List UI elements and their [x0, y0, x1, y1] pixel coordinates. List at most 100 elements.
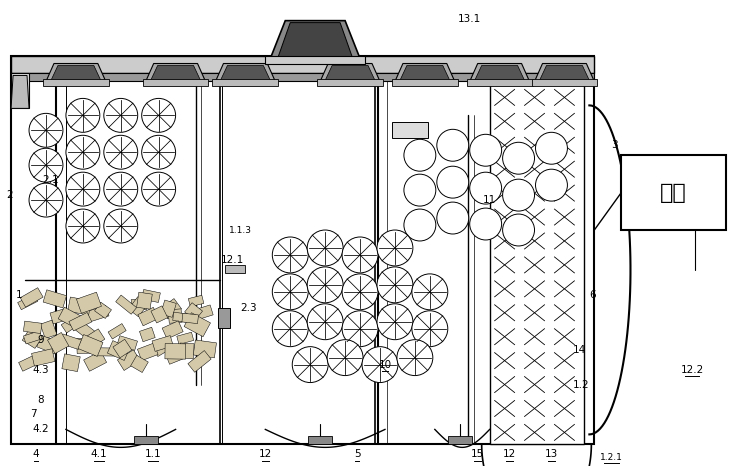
Text: 风机: 风机 [660, 183, 687, 203]
Circle shape [29, 183, 63, 217]
Text: 1: 1 [16, 290, 22, 300]
Text: 13.1: 13.1 [458, 14, 482, 24]
Circle shape [404, 174, 436, 206]
Bar [213, 79, 279, 86]
Text: 4.1: 4.1 [91, 449, 107, 460]
Circle shape [342, 237, 378, 273]
Bar [317, 79, 383, 86]
Polygon shape [94, 302, 112, 318]
Text: 7: 7 [30, 410, 37, 419]
Polygon shape [117, 336, 138, 350]
Polygon shape [60, 334, 82, 349]
Bar [11, 56, 595, 445]
Circle shape [66, 99, 100, 132]
Polygon shape [43, 290, 67, 308]
Polygon shape [11, 76, 29, 108]
Bar [490, 81, 584, 445]
Polygon shape [270, 21, 360, 58]
Circle shape [397, 340, 433, 375]
Polygon shape [108, 324, 126, 339]
Polygon shape [220, 65, 270, 80]
Text: 8: 8 [37, 395, 44, 404]
Polygon shape [182, 313, 198, 324]
Polygon shape [162, 321, 184, 339]
Text: 2: 2 [6, 190, 13, 200]
Bar [143, 79, 208, 86]
Polygon shape [75, 321, 97, 341]
Circle shape [142, 172, 175, 206]
Polygon shape [61, 314, 83, 333]
Text: 2.3: 2.3 [240, 303, 257, 313]
Polygon shape [84, 351, 106, 371]
Bar [448, 436, 472, 445]
Text: 4.3: 4.3 [33, 365, 49, 375]
Polygon shape [539, 65, 589, 80]
Bar [11, 56, 595, 73]
Polygon shape [152, 341, 169, 356]
Polygon shape [69, 312, 92, 331]
Circle shape [470, 172, 502, 204]
Bar [11, 73, 29, 108]
Polygon shape [151, 65, 201, 80]
Text: 3: 3 [611, 140, 618, 150]
Polygon shape [76, 338, 95, 354]
Text: 13: 13 [545, 449, 558, 460]
Text: 2.1: 2.1 [43, 175, 59, 185]
Polygon shape [67, 297, 91, 315]
Polygon shape [138, 307, 159, 326]
Polygon shape [470, 64, 530, 81]
Circle shape [503, 179, 535, 211]
Circle shape [29, 113, 63, 147]
Circle shape [273, 311, 308, 347]
Polygon shape [46, 64, 106, 81]
Text: 12.1: 12.1 [221, 255, 244, 265]
Polygon shape [160, 300, 176, 318]
Circle shape [307, 267, 343, 303]
Circle shape [437, 202, 469, 234]
Circle shape [377, 267, 413, 303]
Circle shape [437, 129, 469, 161]
Polygon shape [51, 65, 101, 80]
Polygon shape [58, 307, 82, 328]
Polygon shape [325, 65, 375, 80]
Circle shape [377, 230, 413, 266]
Bar [392, 79, 458, 86]
Polygon shape [184, 303, 202, 320]
Bar [43, 79, 109, 86]
Polygon shape [160, 298, 181, 319]
Text: 10: 10 [378, 360, 392, 369]
Circle shape [142, 99, 175, 132]
Circle shape [437, 166, 469, 198]
Circle shape [66, 135, 100, 169]
Circle shape [503, 142, 535, 174]
Polygon shape [113, 340, 132, 358]
Polygon shape [131, 299, 147, 311]
Text: 1.2: 1.2 [573, 380, 589, 389]
Polygon shape [400, 65, 450, 80]
Polygon shape [475, 65, 524, 80]
Circle shape [327, 340, 363, 375]
Text: 12: 12 [258, 449, 272, 460]
Circle shape [66, 172, 100, 206]
Text: 6: 6 [589, 290, 595, 300]
Circle shape [536, 169, 568, 201]
Circle shape [377, 304, 413, 340]
Circle shape [503, 214, 535, 246]
Text: 15: 15 [471, 449, 485, 460]
Circle shape [104, 172, 138, 206]
Polygon shape [180, 343, 194, 359]
Polygon shape [40, 320, 57, 339]
Polygon shape [184, 313, 210, 337]
Polygon shape [177, 332, 194, 344]
Polygon shape [173, 312, 187, 322]
Polygon shape [107, 340, 130, 361]
Bar [219, 308, 231, 328]
Polygon shape [168, 309, 182, 323]
Circle shape [307, 230, 343, 266]
Circle shape [66, 209, 100, 243]
Circle shape [292, 347, 328, 382]
Circle shape [362, 347, 398, 382]
Polygon shape [130, 355, 148, 373]
Polygon shape [20, 288, 43, 307]
Polygon shape [86, 305, 109, 322]
